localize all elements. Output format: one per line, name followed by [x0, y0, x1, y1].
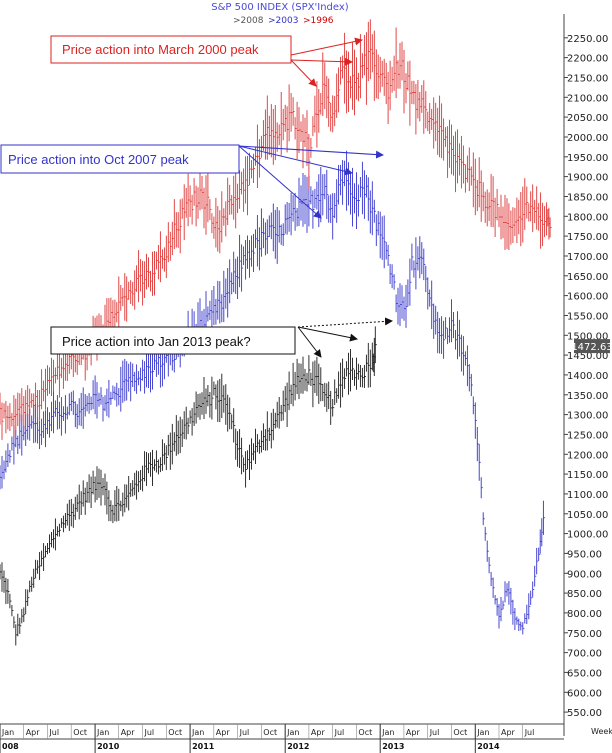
- y-tick-label: 800.00: [567, 609, 602, 620]
- y-tick-label: 1800.00: [567, 212, 608, 223]
- y-tick-label: 1950.00: [567, 153, 608, 164]
- annotation-2013-arrow-1: [297, 326, 358, 342]
- x-month-label: Apr: [216, 728, 231, 737]
- chart-title: S&P 500 INDEX (SPX'Index): [211, 2, 349, 13]
- x-month-label: Apr: [311, 728, 326, 737]
- series-0-bars: [0, 326, 377, 646]
- y-tick-label: 1400.00: [567, 371, 608, 382]
- y-tick-label: 1350.00: [567, 391, 608, 402]
- x-year-label: 2011: [192, 742, 215, 751]
- x-month-label: Jul: [524, 728, 535, 737]
- x-month-label: Oct: [73, 728, 87, 737]
- x-month-label: Jul: [144, 728, 155, 737]
- x-month-label: Jan: [381, 728, 394, 737]
- y-tick-label: 1600.00: [567, 292, 608, 303]
- y-tick-label: 1500.00: [567, 331, 608, 342]
- x-month-label: Jan: [1, 728, 14, 737]
- annotation-2007-box: [0, 144, 240, 174]
- axis-caption-weekly: Weekly: [591, 727, 612, 736]
- x-month-label: Oct: [453, 728, 467, 737]
- y-tick-label: 1900.00: [567, 173, 608, 184]
- y-tick-label: 2150.00: [567, 74, 608, 85]
- y-tick-label: 550.00: [567, 708, 602, 719]
- y-tick-label: 2250.00: [567, 34, 608, 45]
- y-tick-label: 2000.00: [567, 133, 608, 144]
- x-month-label: Jul: [239, 728, 250, 737]
- x-month-label: Jul: [48, 728, 59, 737]
- y-tick-label: 1300.00: [567, 411, 608, 422]
- y-tick-label: 1050.00: [567, 510, 608, 521]
- y-tick-label: 1000.00: [567, 530, 608, 541]
- x-year-label: 2012: [287, 742, 309, 751]
- y-tick-label: 1200.00: [567, 450, 608, 461]
- y-tick-label: 2100.00: [567, 93, 608, 104]
- x-month-label: Oct: [358, 728, 372, 737]
- x-month-label: Jan: [476, 728, 489, 737]
- annotation-2000-arrow-1: [290, 37, 363, 56]
- annotation-2000-arrow-3: [290, 59, 317, 87]
- x-year-label: 2013: [382, 742, 404, 751]
- y-tick-label: 600.00: [567, 688, 602, 699]
- series-layer: [0, 19, 552, 646]
- last-value-box: [574, 339, 610, 354]
- annotation-2000: Price action into March 2000 peak: [50, 35, 363, 87]
- y-tick-label: 1650.00: [567, 272, 608, 283]
- x-month-label: Apr: [26, 728, 41, 737]
- x-year-label: 008: [2, 742, 19, 751]
- y-tick-label: 750.00: [567, 629, 602, 640]
- x-month-label: Apr: [406, 728, 421, 737]
- annotation-2007-arrow-1: [238, 145, 384, 159]
- y-tick-label: 2200.00: [567, 54, 608, 65]
- annotation-2007-arrow-2: [238, 145, 353, 176]
- y-tick-label: 1850.00: [567, 193, 608, 204]
- last-value-tag: 1472.63: [571, 339, 612, 354]
- y-tick-label: 1750.00: [567, 232, 608, 243]
- x-month-label: Jan: [96, 728, 109, 737]
- x-month-label: Apr: [121, 728, 136, 737]
- legend-series-2008: >2008: [233, 16, 264, 26]
- x-year-label: 2014: [477, 742, 500, 751]
- annotation-2007-text: Price action into Oct 2007 peak: [8, 152, 189, 167]
- annotation-2000-box: [50, 35, 292, 64]
- annotation-2007-arrow-3: [238, 145, 322, 219]
- x-month-label: Apr: [501, 728, 516, 737]
- y-tick-label: 900.00: [567, 569, 602, 580]
- y-tick-label: 650.00: [567, 668, 602, 679]
- x-axis-ticks: Jan Apr Jul Oct Jan Apr Jul Oct Jan Apr Jul Oct Jan A…: [0, 724, 534, 753]
- y-tick-label: 950.00: [567, 549, 602, 560]
- x-month-label: Jan: [286, 728, 299, 737]
- y-tick-label: 1150.00: [567, 470, 608, 481]
- y-axis-ticks: 550.00 600.00 650.00 700.00 750.00 800.00 850.…: [564, 34, 608, 719]
- series-2-bars: [0, 19, 552, 440]
- y-tick-label: 1250.00: [567, 430, 608, 441]
- y-tick-label: 1700.00: [567, 252, 608, 263]
- y-tick-label: 1100.00: [567, 490, 608, 501]
- y-tick-label: 700.00: [567, 649, 602, 660]
- annotation-2000-arrow-2: [290, 57, 353, 66]
- last-value-label: 1472.63: [571, 342, 612, 353]
- legend-series-1996: >1996: [303, 16, 334, 26]
- x-month-label: Jan: [191, 728, 204, 737]
- legend-series-2003: >2003: [268, 16, 298, 26]
- x-month-label: Jul: [334, 728, 345, 737]
- x-month-label: Oct: [168, 728, 182, 737]
- x-month-label: Oct: [263, 728, 277, 737]
- annotation-2013-arrow-2: [297, 326, 322, 358]
- x-month-label: Jul: [429, 728, 440, 737]
- annotation-2013-box: [50, 326, 296, 355]
- annotation-2007: Price action into Oct 2007 peak: [0, 144, 384, 219]
- annotation-2000-text: Price action into March 2000 peak: [62, 42, 259, 57]
- y-tick-label: 1550.00: [567, 312, 608, 323]
- x-year-label: 2010: [97, 742, 120, 751]
- y-tick-label: 850.00: [567, 589, 602, 600]
- annotation-2013: Price action into Jan 2013 peak?: [50, 317, 393, 358]
- y-tick-label: 1450.00: [567, 351, 608, 362]
- annotation-2013-text: Price action into Jan 2013 peak?: [62, 334, 251, 349]
- y-tick-label: 2050.00: [567, 113, 608, 124]
